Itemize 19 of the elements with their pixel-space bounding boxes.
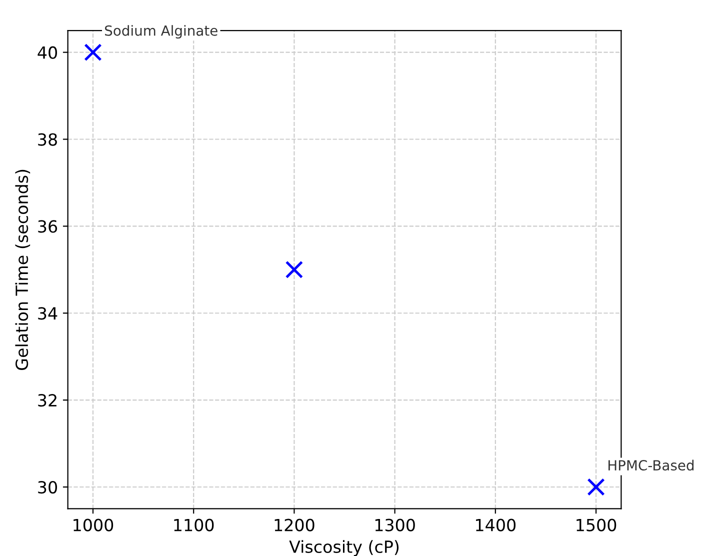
x-tick-label: 1400 <box>476 518 516 532</box>
annotation: Sodium Alginate <box>105 25 218 39</box>
x-axis-title: Viscosity (cP) <box>289 540 399 556</box>
x-tick-label: 1200 <box>274 518 314 532</box>
x-tick-label: 1000 <box>74 518 114 532</box>
point <box>84 43 102 62</box>
y-tick-label: 40 <box>38 46 57 59</box>
y-tick-label: 36 <box>38 220 58 233</box>
x-tick-label: 1100 <box>174 518 214 532</box>
y-tick-label: 38 <box>38 133 57 146</box>
y-tick-label: 32 <box>38 394 56 407</box>
y-tick-label: 30 <box>38 480 57 494</box>
point <box>587 478 605 496</box>
y-axis-title: Gelation Time (seconds) <box>15 170 30 370</box>
x-tick-label: 1300 <box>375 518 415 532</box>
y-tick-label: 34 <box>38 307 58 320</box>
annotation: HPMC-Based <box>608 460 694 471</box>
point <box>285 260 304 279</box>
x-tick-label: 1500 <box>576 518 616 532</box>
